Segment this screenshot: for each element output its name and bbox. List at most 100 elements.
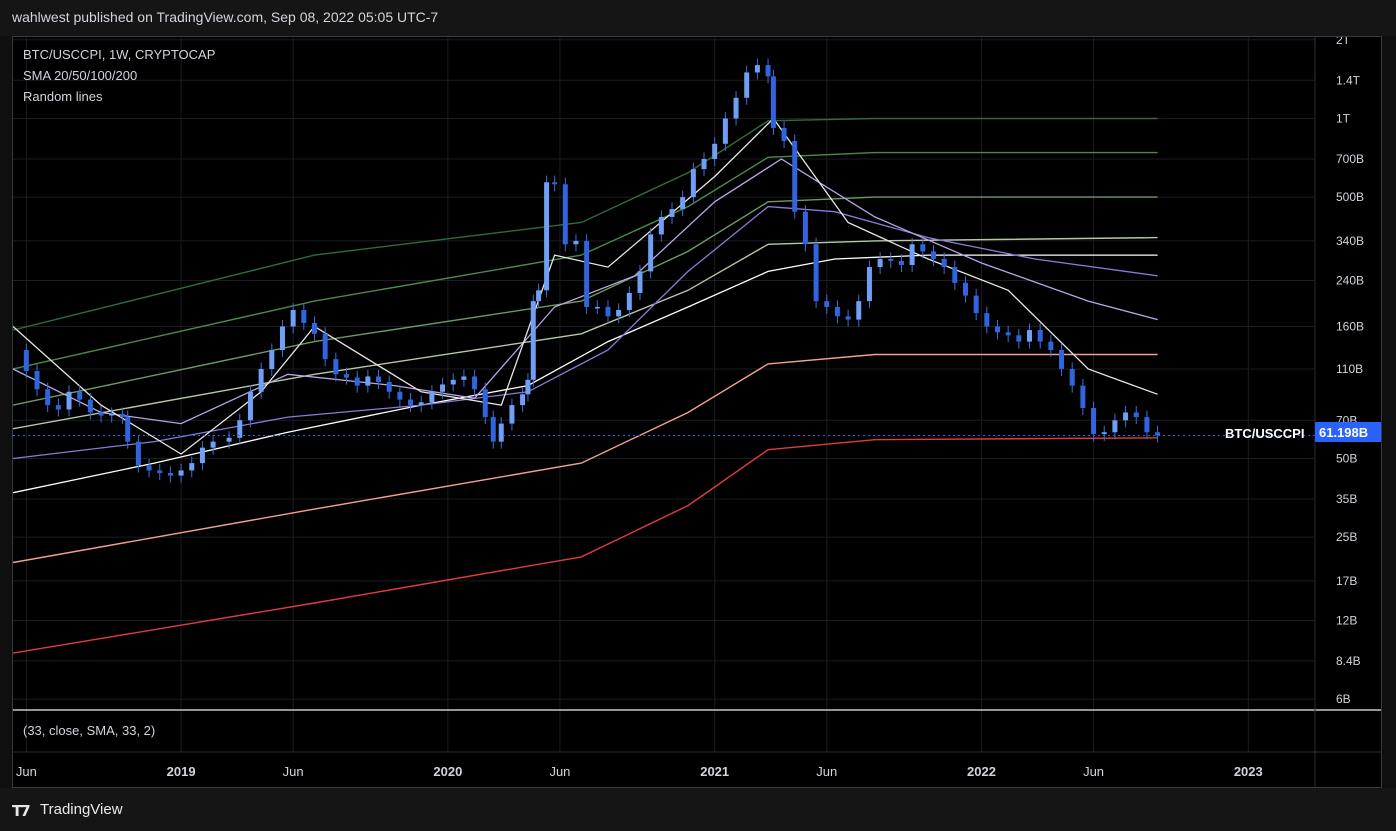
- candle-body: [237, 420, 243, 438]
- time-tick-label: Jun: [1083, 764, 1104, 779]
- time-tick-label: 2023: [1234, 764, 1263, 779]
- legend-random-lines: Random lines: [23, 89, 103, 104]
- legend-symbol: BTC/USCCPI, 1W, CRYPTOCAP: [23, 47, 215, 62]
- candle-body: [536, 290, 542, 302]
- price-tick-label: 500B: [1336, 190, 1364, 204]
- candle-body: [995, 326, 1001, 333]
- candle-body: [1005, 332, 1011, 336]
- candle-body: [813, 244, 819, 302]
- price-axis[interactable]: 2T1.4T1T700B500B340B240B160B110B70B50B35…: [1336, 33, 1364, 706]
- moving-averages: [12, 117, 1158, 494]
- candle-body: [418, 402, 424, 406]
- tradingview-logo-icon: T7: [12, 802, 31, 820]
- candle-body: [125, 417, 131, 442]
- time-tick-label: Jun: [549, 764, 570, 779]
- ray-line: [12, 151, 1158, 370]
- candle-body: [1123, 412, 1129, 421]
- price-label: BTC/USCCPI 61.198B: [1225, 422, 1381, 442]
- time-tick-label: Jun: [16, 764, 37, 779]
- candle-body: [509, 405, 515, 424]
- candle-body: [87, 399, 93, 413]
- candle-body: [269, 350, 275, 369]
- price-tick-label: 35B: [1336, 492, 1357, 506]
- sma-line: [12, 205, 1158, 460]
- candle-body: [834, 306, 840, 317]
- candle-body: [408, 399, 414, 406]
- time-tick-label: Jun: [816, 764, 837, 779]
- candle-body: [701, 158, 707, 170]
- tradingview-logo[interactable]: T7 TradingView: [12, 800, 152, 820]
- publish-info: wahlwest published on TradingView.com, S…: [12, 9, 439, 25]
- candle-body: [802, 211, 808, 245]
- ray-line: [12, 196, 1158, 406]
- price-tick-label: 17B: [1336, 574, 1357, 588]
- candle-body: [845, 316, 851, 320]
- candle-body: [744, 72, 750, 98]
- candle-body: [984, 313, 990, 327]
- price-tick-label: 6B: [1336, 692, 1351, 706]
- candle-body: [1048, 341, 1054, 351]
- candle-body: [680, 197, 686, 210]
- time-axis[interactable]: Jun 2019 Jun 2020 Jun 2021 Jun 2022 Jun 2023: [16, 764, 1263, 779]
- candle-body: [490, 417, 496, 442]
- legend-sma: SMA 20/50/100/200: [23, 68, 137, 83]
- candle-body: [637, 271, 643, 293]
- time-tick-label: Jun: [283, 764, 304, 779]
- candle-body: [199, 447, 205, 464]
- candle-body: [226, 437, 232, 442]
- candle-body: [450, 379, 456, 385]
- candle-body: [1080, 385, 1086, 409]
- price-tick-label: 8.4B: [1336, 654, 1361, 668]
- candle-body: [178, 470, 184, 476]
- candle-body: [23, 350, 29, 372]
- price-tick-label: 25B: [1336, 530, 1357, 544]
- candle-body: [520, 394, 526, 406]
- price-tick-label: 700B: [1336, 152, 1364, 166]
- candle-body: [1027, 330, 1033, 342]
- price-tick-label: 160B: [1336, 319, 1364, 333]
- candle-body: [616, 309, 622, 317]
- candle-body: [594, 306, 600, 309]
- candle-body: [210, 441, 216, 448]
- time-tick-label: 2019: [167, 764, 196, 779]
- candle-body: [1059, 350, 1065, 369]
- candle-body: [290, 309, 296, 327]
- candle-body: [440, 384, 446, 392]
- candle-body: [167, 472, 173, 476]
- price-tick-label: 340B: [1336, 234, 1364, 248]
- candle-body: [626, 292, 632, 310]
- candle-body: [530, 301, 536, 380]
- candle-body: [877, 258, 883, 268]
- ray-line: [12, 117, 1158, 331]
- price-tick-label: 1.4T: [1336, 73, 1361, 87]
- publish-header: wahlwest published on TradingView.com, S…: [0, 0, 1396, 36]
- candle-body: [429, 391, 435, 403]
- candle-body: [482, 389, 488, 418]
- ray-line: [12, 236, 1158, 430]
- candle-body: [322, 333, 328, 360]
- time-tick-label: 2022: [967, 764, 996, 779]
- candle-body: [279, 326, 285, 351]
- candle-body: [247, 391, 253, 421]
- candle-body: [1101, 432, 1107, 435]
- ray-lines: [12, 117, 1158, 654]
- price-tick-label: 12B: [1336, 613, 1357, 627]
- candle-body: [498, 423, 504, 442]
- chart-frame[interactable]: BTC/USCCPI, 1W, CRYPTOCAP SMA 20/50/100/…: [12, 33, 1382, 788]
- candle-body: [605, 306, 611, 317]
- candle-body: [333, 359, 339, 375]
- candle-body: [135, 441, 141, 466]
- legend: BTC/USCCPI, 1W, CRYPTOCAP SMA 20/50/100/…: [23, 47, 215, 104]
- price-tick-label: 110B: [1336, 362, 1363, 376]
- ray-line: [12, 353, 1158, 564]
- candle-body: [1133, 412, 1139, 418]
- chart-svg[interactable]: BTC/USCCPI, 1W, CRYPTOCAP SMA 20/50/100/…: [12, 33, 1381, 787]
- time-tick-label: 2020: [433, 764, 462, 779]
- ray-line: [12, 437, 1158, 654]
- candle-body: [1144, 417, 1150, 433]
- chart-grid: [13, 37, 1315, 752]
- footer-bar: [0, 788, 1396, 831]
- candle-body: [544, 182, 550, 291]
- candle-body: [1155, 432, 1161, 436]
- candle-body: [669, 209, 675, 217]
